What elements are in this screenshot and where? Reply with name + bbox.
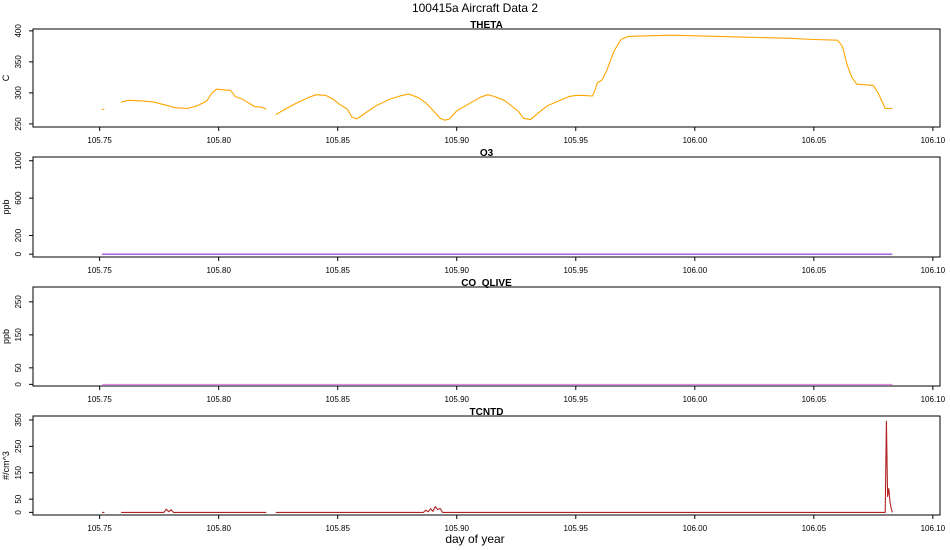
- x-tick-label: 105.85: [325, 266, 350, 275]
- x-tick-label: 105.95: [564, 395, 589, 404]
- panel-title: CO_QLIVE: [461, 278, 512, 289]
- y-axis-label: C: [1, 74, 11, 81]
- series-line: [121, 508, 267, 513]
- x-tick-label: 106.00: [683, 136, 708, 145]
- page-title: 100415a Aircraft Data 2: [412, 1, 538, 15]
- y-tick-label: 50: [14, 494, 23, 503]
- y-tick-label: 600: [14, 191, 23, 205]
- series-line: [120, 88, 267, 110]
- y-axis-label: ppb: [1, 199, 11, 214]
- y-tick-label: 250: [14, 439, 23, 453]
- chart-panel-theta: THETA C 250 300 350 400 105.75 105.80 105.85 105.…: [1, 20, 946, 145]
- x-tick-label: 106.00: [683, 266, 708, 275]
- x-tick-label: 106.10: [921, 395, 946, 404]
- x-tick-label: 105.85: [325, 136, 350, 145]
- y-tick-label: 250: [14, 117, 23, 131]
- y-tick-label: 0: [14, 382, 23, 387]
- plot-frame: [32, 156, 941, 258]
- x-tick-label: 105.80: [206, 266, 231, 275]
- y-tick-label: 400: [14, 24, 23, 38]
- x-tick-label: 105.75: [87, 524, 112, 533]
- y-tick-label: 300: [14, 86, 23, 100]
- x-tick-label: 105.80: [206, 136, 231, 145]
- x-tick-label: 105.85: [325, 395, 350, 404]
- x-tick-label: 106.10: [921, 136, 946, 145]
- y-tick-label: 150: [14, 466, 23, 480]
- series-line: [275, 34, 893, 121]
- x-tick-label: 105.80: [206, 395, 231, 404]
- x-tick-label: 106.00: [683, 395, 708, 404]
- series-line: [101, 108, 105, 111]
- x-tick-label: 106.10: [921, 266, 946, 275]
- x-tick-label: 106.05: [802, 266, 827, 275]
- x-tick-label: 106.00: [683, 524, 708, 533]
- panel-title: THETA: [470, 20, 503, 31]
- plot-frame: [32, 415, 941, 516]
- x-tick-label: 106.05: [802, 136, 827, 145]
- chart-panel-tcntd: TCNTD #/cm^3 0 50 150 250 350 105.75 105.80 105.8…: [1, 407, 946, 533]
- y-tick-label: 1000: [14, 151, 23, 169]
- y-tick-label: 350: [14, 413, 23, 427]
- x-tick-label: 105.95: [564, 266, 589, 275]
- plot-frame: [32, 286, 941, 387]
- plot-frame: [32, 28, 941, 128]
- x-tick-label: 106.05: [802, 524, 827, 533]
- y-axis-label: #/cm^3: [1, 451, 11, 480]
- x-axis-label: day of year: [445, 532, 504, 546]
- y-tick-label: 50: [14, 363, 23, 372]
- x-tick-label: 105.75: [87, 266, 112, 275]
- x-tick-label: 105.90: [445, 524, 470, 533]
- x-tick-label: 105.75: [87, 136, 112, 145]
- x-tick-label: 105.90: [445, 266, 470, 275]
- y-tick-label: 0: [14, 510, 23, 515]
- x-tick-label: 106.10: [921, 524, 946, 533]
- x-tick-label: 105.95: [564, 524, 589, 533]
- y-tick-label: 200: [14, 228, 23, 242]
- panel-title: O3: [480, 148, 494, 159]
- panel-title: TCNTD: [470, 407, 504, 418]
- x-tick-label: 106.05: [802, 395, 827, 404]
- x-tick-label: 105.85: [325, 524, 350, 533]
- x-tick-label: 105.90: [445, 136, 470, 145]
- x-tick-label: 105.80: [206, 524, 231, 533]
- x-tick-label: 105.90: [445, 395, 470, 404]
- x-tick-label: 105.95: [564, 136, 589, 145]
- x-tick-label: 105.75: [87, 395, 112, 404]
- y-axis-label: ppb: [1, 329, 11, 344]
- y-tick-label: 150: [14, 328, 23, 342]
- y-tick-label: 0: [14, 251, 23, 256]
- chart-panel-o3: O3 ppb 0 200 600 1000 105.75 105.80 105.85 105.90…: [1, 148, 946, 275]
- series-line: [275, 420, 893, 513]
- y-tick-label: 350: [14, 55, 23, 69]
- y-tick-label: 250: [14, 295, 23, 309]
